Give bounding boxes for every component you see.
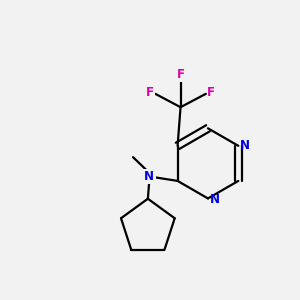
Text: F: F [146,86,154,99]
Text: F: F [177,68,184,81]
Text: N: N [144,170,154,183]
Text: F: F [207,86,215,99]
Text: N: N [240,139,250,152]
Text: N: N [209,194,220,206]
